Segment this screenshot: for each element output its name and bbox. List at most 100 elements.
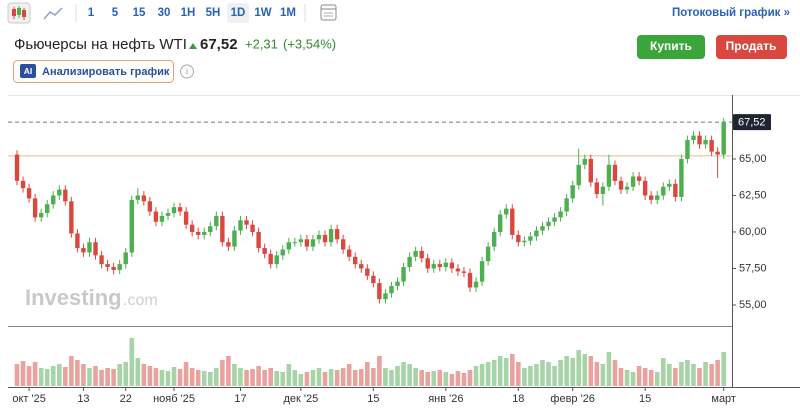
timeframe[interactable]: 1 <box>88 7 95 19</box>
candle-body <box>135 195 140 200</box>
candle-body <box>268 253 273 265</box>
volume-bar <box>63 367 68 386</box>
info-icon[interactable] <box>180 64 194 79</box>
candle-body <box>93 242 98 256</box>
candle-body <box>703 139 708 145</box>
candle-body <box>582 158 587 165</box>
volume-bar <box>365 362 370 386</box>
candle-body <box>649 195 654 200</box>
candle-body <box>340 239 346 250</box>
candle-body <box>123 252 128 265</box>
volume-bar <box>238 368 243 386</box>
area-icon[interactable] <box>43 7 63 20</box>
sell-button[interactable] <box>716 35 787 59</box>
candle-body <box>189 224 195 232</box>
ai-badge-text: AI <box>24 66 33 76</box>
volume-bar <box>87 368 92 386</box>
volume-bar <box>691 364 696 386</box>
buy-button[interactable] <box>637 35 705 59</box>
volume-bar <box>552 366 557 386</box>
x-tick-label: 13 <box>77 393 89 405</box>
candle-body <box>171 207 177 213</box>
timeframe[interactable]: 5H <box>206 7 221 19</box>
volume-bar <box>697 368 702 386</box>
candle-body <box>437 264 442 268</box>
volume-bar <box>558 360 563 386</box>
volume-bar <box>600 364 606 386</box>
candle-body <box>328 229 334 243</box>
candle-body <box>606 164 612 187</box>
volume-bar <box>654 372 660 386</box>
candle-body <box>45 204 50 213</box>
x-tick-label: нояб '25 <box>153 393 195 405</box>
candle-body <box>612 164 618 181</box>
candle-body <box>449 262 455 269</box>
candle-body <box>196 231 201 235</box>
candle-body <box>99 255 104 265</box>
timeframe[interactable]: 30 <box>158 7 171 19</box>
candle-body <box>516 234 521 243</box>
candle-body <box>353 256 358 265</box>
timeframe[interactable]: 1W <box>254 7 271 19</box>
sell-label: Продать <box>726 39 777 53</box>
up-arrow <box>189 43 197 49</box>
timeframe[interactable]: 1M <box>280 7 296 19</box>
volume-bar <box>588 356 594 386</box>
candle-body <box>377 283 382 300</box>
volume-bar <box>648 370 654 386</box>
volume-bar <box>636 366 642 386</box>
volume-bar <box>576 350 582 386</box>
candle-body <box>159 215 165 222</box>
candle-body <box>576 164 581 186</box>
candle-body <box>298 239 304 243</box>
candle-body <box>141 195 147 202</box>
volume-bar <box>491 360 497 386</box>
candle-body <box>630 176 636 187</box>
y-tick-label: 57,50 <box>739 262 767 274</box>
volume-bar <box>377 356 382 386</box>
volume-bar <box>99 370 104 386</box>
candle-body <box>177 207 183 212</box>
volume-bar <box>316 368 322 386</box>
y-tick-label: 60,00 <box>739 226 767 238</box>
candle-body <box>401 267 406 282</box>
candle-body <box>214 215 219 227</box>
timeframe[interactable]: 15 <box>133 7 146 19</box>
volume-bar <box>721 352 726 386</box>
candle-body <box>153 211 159 222</box>
volume-bar <box>292 370 298 386</box>
volume-bar <box>268 368 273 386</box>
x-tick-label: дек '25 <box>284 393 319 405</box>
volume-bar <box>334 370 340 386</box>
volume-bar <box>485 362 491 386</box>
volume-bar <box>81 364 86 386</box>
x-tick-label: 15 <box>367 393 379 405</box>
x-tick-label: 22 <box>120 393 132 405</box>
timeframe[interactable]: 5 <box>112 7 119 19</box>
volume-bar <box>129 338 135 386</box>
volume-bar <box>26 366 32 386</box>
ai-button[interactable] <box>13 60 174 83</box>
timeframe[interactable]: 1H <box>181 7 196 19</box>
candle-body <box>165 212 171 216</box>
volume-bar <box>455 371 461 386</box>
candle-body <box>316 234 322 240</box>
plot: 55,00 57,50 60,00 62,50 65,00 67,52 окт '25 13 2… <box>8 114 771 405</box>
candle-body <box>389 286 394 294</box>
volume-bar <box>685 360 690 386</box>
volume-bar <box>570 358 575 386</box>
volume-bar <box>703 362 708 386</box>
x-tick-label: 15 <box>639 393 651 405</box>
candle-body <box>117 264 122 270</box>
volume-bar <box>346 364 352 386</box>
candle-body <box>491 231 497 247</box>
candle-body <box>709 139 714 152</box>
streaming-link[interactable]: Потоковый график » <box>672 7 790 19</box>
x-tick-label: окт '25 <box>12 393 45 405</box>
timeframe[interactable]: 1D <box>231 7 246 19</box>
volume-bar <box>123 362 129 386</box>
volume-bar <box>407 364 412 386</box>
volume-bar <box>328 369 334 386</box>
volume-bar <box>425 372 431 386</box>
volume-bar <box>165 371 171 386</box>
